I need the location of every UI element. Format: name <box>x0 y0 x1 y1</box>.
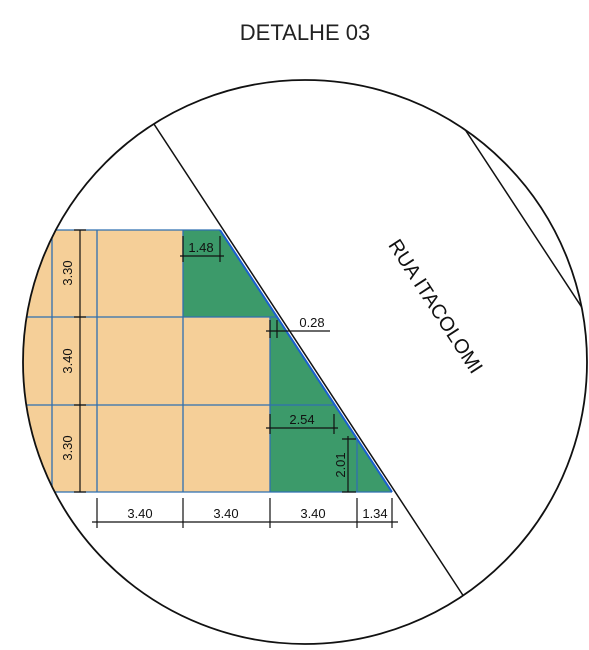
grid <box>23 229 392 493</box>
dim-label: 3.40 <box>60 348 75 373</box>
lot-area <box>23 230 270 492</box>
detail-circle <box>22 79 588 645</box>
dim-label: 2.01 <box>333 452 348 477</box>
dim-label: 3.40 <box>213 506 238 521</box>
boundary <box>219 229 393 493</box>
street-label: RUA ITACOLOMI <box>384 236 487 378</box>
dim-label: 2.54 <box>289 412 314 427</box>
plan <box>23 101 587 604</box>
cut-area <box>183 230 392 492</box>
street-edge <box>149 117 469 604</box>
dim-label: 3.40 <box>300 506 325 521</box>
dim-label: 3.30 <box>60 260 75 285</box>
title: DETALHE 03 <box>240 20 370 45</box>
dimensions: 3.30 3.40 3.30 3.40 3.40 3.40 1.34 1.48 … <box>60 229 398 528</box>
dim-label: 3.30 <box>60 435 75 460</box>
street-edge <box>446 101 587 336</box>
dim-label: 0.28 <box>299 315 324 330</box>
dim-label: 1.48 <box>188 240 213 255</box>
dim-label: 1.34 <box>362 506 387 521</box>
dim-label: 3.40 <box>127 506 152 521</box>
